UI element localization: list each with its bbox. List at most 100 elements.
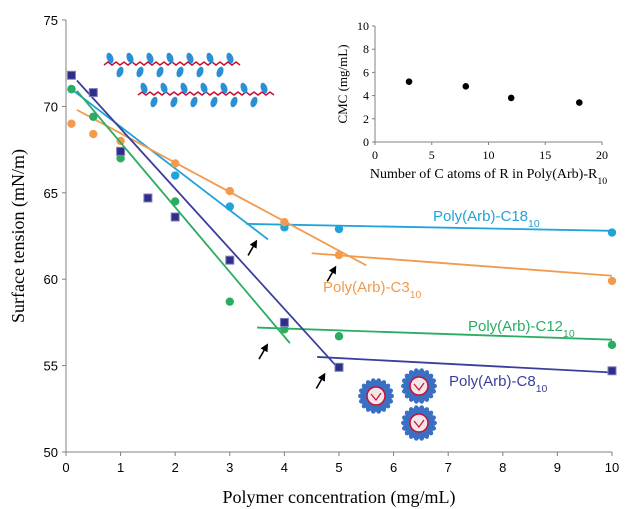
micelle-illustration	[358, 378, 394, 414]
inset-x-tick-label: 0	[372, 148, 378, 162]
y-tick-label: 75	[44, 13, 58, 28]
micelle-head	[383, 388, 394, 395]
side-group	[206, 52, 214, 64]
inset-y-tick-label: 6	[363, 65, 369, 79]
fit-line	[76, 79, 340, 370]
data-point	[225, 297, 234, 306]
x-axis-title: Polymer concentration (mg/mL)	[223, 487, 456, 508]
inset-y-tick-label: 10	[357, 19, 369, 33]
inset-y-axis-title: CMC (mg/mL)	[335, 44, 350, 123]
side-group	[226, 52, 234, 64]
data-point	[171, 197, 180, 206]
data-point	[67, 119, 76, 128]
series-label: Poly(Arb)-C310	[323, 279, 422, 301]
fit-line	[246, 223, 613, 232]
side-group	[180, 82, 188, 94]
micelle-head	[426, 415, 437, 422]
micelle-head	[418, 393, 425, 404]
inset-data-point	[576, 99, 583, 106]
data-point	[171, 171, 180, 180]
x-tick-label: 9	[554, 460, 561, 475]
data-point	[607, 228, 617, 237]
cmc-arrow	[258, 343, 269, 360]
data-point	[116, 146, 126, 156]
x-tick-label: 1	[117, 460, 124, 475]
data-point	[607, 366, 617, 376]
series-3: Poly(Arb)-C810	[66, 70, 617, 395]
series-label: Poly(Arb)-C810	[449, 373, 548, 395]
x-tick-label: 6	[390, 460, 397, 475]
micelle-head	[375, 403, 382, 414]
side-group	[220, 82, 228, 94]
data-point	[280, 217, 289, 227]
inset-data-point	[507, 94, 515, 102]
side-group	[136, 66, 144, 78]
side-group	[200, 82, 208, 94]
micelle-core-chain	[370, 392, 382, 401]
y-tick-label: 50	[44, 445, 58, 460]
side-group	[116, 66, 124, 78]
cmc-arrow	[326, 265, 337, 282]
data-point	[89, 129, 98, 139]
micelle-core	[366, 386, 386, 406]
x-tick-label: 8	[499, 460, 506, 475]
side-group	[106, 52, 114, 64]
data-point	[143, 193, 153, 203]
y-tick-label: 60	[44, 272, 58, 287]
micelle-illustration	[401, 368, 437, 404]
micelle-illustration	[401, 405, 437, 441]
inset-x-tick-label: 10	[483, 148, 495, 162]
micelle-head	[413, 368, 420, 379]
side-group	[190, 96, 198, 108]
side-group	[166, 52, 174, 64]
data-point	[334, 332, 344, 341]
fit-line	[257, 326, 613, 341]
data-point	[225, 186, 234, 196]
data-point	[88, 88, 98, 98]
fit-line	[76, 90, 291, 344]
side-group	[260, 82, 268, 94]
x-tick-label: 2	[172, 460, 179, 475]
side-group	[126, 52, 134, 64]
inset-x-tick-label: 15	[539, 148, 551, 162]
data-point	[334, 250, 344, 260]
data-point	[116, 154, 125, 163]
polymer-chain-illustration	[103, 52, 241, 78]
data-point	[225, 202, 234, 211]
illustrations	[103, 52, 437, 441]
data-point	[279, 317, 289, 327]
side-group	[186, 52, 194, 64]
data-point	[66, 70, 76, 80]
data-point	[280, 325, 289, 334]
data-point	[607, 276, 617, 286]
data-point	[334, 362, 344, 372]
side-group	[170, 96, 178, 108]
y-axis-title: Surface tension (mN/m)	[8, 149, 29, 323]
side-group	[230, 96, 238, 108]
side-group	[146, 52, 154, 64]
inset-x-tick-label: 5	[429, 148, 435, 162]
y-tick-label: 55	[44, 359, 58, 374]
data-point	[607, 340, 617, 350]
data-point	[89, 112, 98, 121]
micelle-head	[426, 378, 437, 385]
x-tick-label: 0	[62, 460, 69, 475]
side-group	[196, 66, 204, 78]
side-group	[176, 66, 184, 78]
micelle-core-chain	[413, 419, 425, 428]
series-0: Poly(Arb)-C1810	[67, 84, 617, 256]
series-label: Poly(Arb)-C1810	[433, 208, 540, 230]
x-tick-label: 3	[226, 460, 233, 475]
inset-y-tick-label: 8	[363, 42, 369, 56]
y-tick-label: 70	[44, 99, 58, 114]
fit-line	[70, 88, 269, 241]
inset-plot: 0 5 10 15 20 0 2 4 6 8 10 Number of C atoms of R in…	[335, 19, 608, 187]
polymer-chain-illustration	[137, 82, 275, 108]
inset-y-tick-label: 0	[363, 135, 369, 149]
series-1: Poly(Arb)-C310	[67, 109, 617, 301]
side-group	[240, 82, 248, 94]
cmc-arrow	[315, 372, 326, 389]
side-group	[210, 96, 218, 108]
inset-x-tick-label: 20	[596, 148, 608, 162]
